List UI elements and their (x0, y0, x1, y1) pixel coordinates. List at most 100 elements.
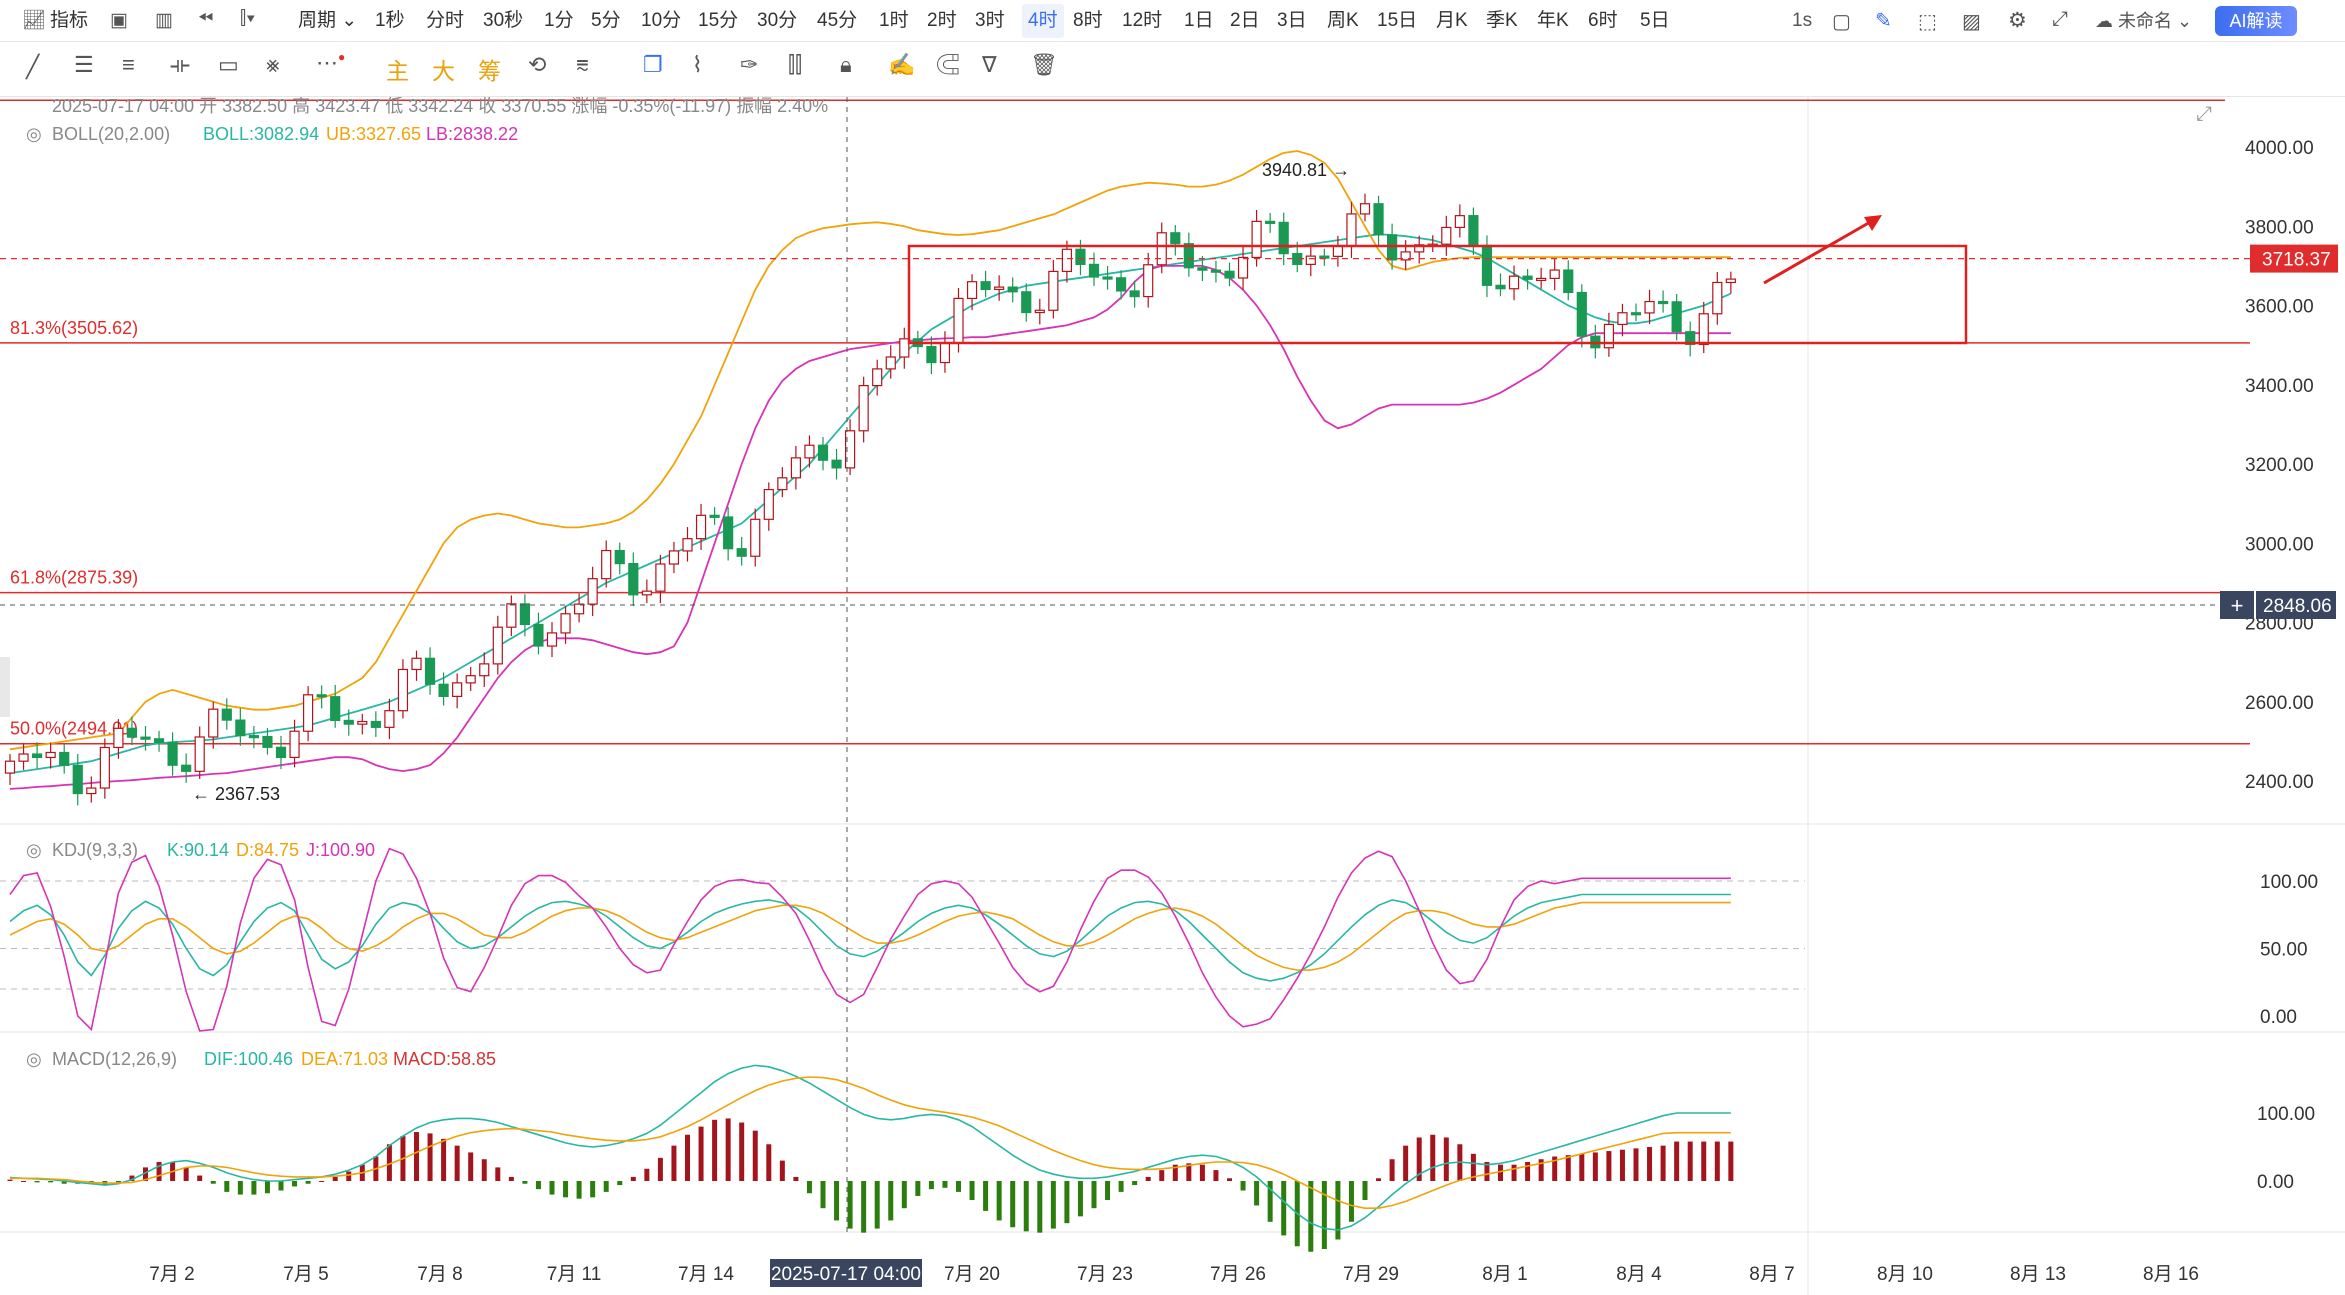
macd-histogram-bar (915, 1181, 921, 1196)
boll-ub-line (9, 150, 1731, 751)
notes-icon[interactable]: ✍ (888, 52, 916, 77)
candle-body (1576, 291, 1587, 337)
indicator-icon[interactable]: 📈︎ (22, 10, 47, 31)
candle-body (601, 549, 612, 580)
macd-name[interactable]: MACD(12,26,9) (52, 1049, 177, 1069)
period-11[interactable]: 3时 (975, 10, 1005, 31)
eye-icon[interactable]: ◎ (26, 124, 42, 144)
more-tools-icon[interactable]: ⋯● (316, 50, 346, 75)
candle-body (1644, 300, 1655, 314)
macd-histogram-bar (1050, 1181, 1056, 1229)
period-8[interactable]: 45分 (817, 10, 858, 31)
period-6[interactable]: 15分 (698, 10, 739, 31)
filter-icon[interactable]: ∇ (982, 52, 997, 77)
pencil-icon[interactable]: ✎ (1875, 10, 1892, 32)
measure-icon[interactable]: ⩳ (576, 52, 589, 77)
boll-name[interactable]: BOLL(20,2.00) (52, 124, 170, 144)
image-save-icon[interactable]: ▨ (1962, 11, 1981, 33)
period-13[interactable]: 8时 (1073, 10, 1103, 31)
macd-y-tick-label: 0.00 (2257, 1172, 2294, 1193)
period-dropdown[interactable]: 周期 ⌄ (298, 0, 357, 42)
period-16[interactable]: 2日 (1230, 10, 1260, 31)
candle-body (533, 623, 544, 647)
period-17[interactable]: 3日 (1277, 10, 1307, 31)
camera-icon[interactable]: ▢ (1832, 11, 1851, 33)
refresh-rate[interactable]: 1s (1792, 10, 1813, 31)
period-24[interactable]: 5日 (1640, 10, 1670, 31)
candle-body (181, 764, 192, 772)
period-2[interactable]: 30秒 (483, 10, 524, 31)
fullscreen-window-icon[interactable]: ⬚ (1918, 11, 1937, 33)
layout-selector[interactable]: ☁︎ 未命名 ⌄ (2095, 0, 2192, 42)
kdj-name[interactable]: KDJ(9,3,3) (52, 840, 138, 860)
horizontal-ray-icon[interactable]: ⟛ (170, 52, 190, 77)
calendar-icon[interactable]: ▣ (110, 10, 128, 31)
chart-type-icon[interactable]: ⫿▾ (240, 8, 256, 29)
candle-body (1034, 309, 1045, 314)
parallel-lines-icon[interactable]: ☰ (74, 52, 94, 77)
candle-body (1143, 264, 1154, 298)
chart-area[interactable]: 81.3%(3505.62) 61.8%(2875.39) 50.0%(2494.0… (0, 97, 2345, 1295)
trend-line-icon[interactable]: ╱ (26, 54, 40, 79)
layout-icon[interactable]: ▥ (155, 10, 173, 31)
candle-body (208, 708, 219, 738)
large-order-toggle[interactable]: 大 (432, 58, 455, 84)
period-10[interactable]: 2时 (927, 10, 957, 31)
boll-mid-value: BOLL:3082.94 (203, 124, 319, 144)
period-22[interactable]: 年K (1537, 10, 1569, 31)
period-3[interactable]: 1分 (544, 10, 574, 31)
eye-icon[interactable]: ◎ (26, 1049, 42, 1069)
period-21[interactable]: 季K (1486, 10, 1518, 31)
lock-icon[interactable]: 🔒︎ (840, 52, 852, 77)
macd-histogram-bar (1470, 1153, 1476, 1181)
macd-histogram-bar (346, 1171, 352, 1181)
horizontal-lines-icon[interactable]: ≡ (122, 52, 135, 77)
fib-level-label: 81.3%(3505.62) (10, 318, 138, 338)
candle-body (1712, 281, 1723, 315)
period-14[interactable]: 12时 (1122, 10, 1163, 31)
period-23[interactable]: 6时 (1588, 10, 1618, 31)
candle-body (953, 297, 964, 344)
expand-icon[interactable]: ⤢ (2052, 8, 2068, 30)
candle-body (1278, 221, 1289, 255)
trend-arrow-line (1763, 219, 1873, 285)
period-4[interactable]: 5分 (591, 10, 621, 31)
candles-icon[interactable]: ⫿⫿ (788, 52, 803, 77)
brush-icon[interactable]: ✑ (740, 52, 759, 77)
macd-histogram-bar (61, 1181, 67, 1184)
macd-histogram-bar (1660, 1145, 1666, 1181)
indicators-button[interactable]: 指标 (50, 10, 89, 31)
period-9[interactable]: 1时 (879, 10, 909, 31)
magnet-icon[interactable]: 🧲︎ (934, 52, 962, 77)
candle-body (723, 516, 734, 550)
copy-icon[interactable]: ❐ (643, 52, 663, 77)
replace-icon[interactable]: ⟲ (528, 52, 547, 77)
macd-histogram-bar (617, 1181, 623, 1186)
macd-histogram-bar (1145, 1176, 1151, 1181)
trash-icon[interactable]: 🗑︎ (1030, 52, 1058, 77)
eye-icon[interactable]: ◎ (26, 840, 42, 860)
chips-toggle[interactable]: 筹 (478, 58, 501, 84)
period-12[interactable]: 4时 (1022, 4, 1064, 38)
macd-histogram-bar (1430, 1134, 1436, 1181)
period-7[interactable]: 30分 (757, 10, 798, 31)
period-1[interactable]: 分时 (426, 10, 465, 31)
rewind-icon[interactable]: ⏪︎ (198, 8, 214, 29)
settings-icon[interactable]: ⚙ (2008, 9, 2027, 32)
candle-body (1007, 286, 1018, 293)
ruler-icon[interactable]: ⌇ (692, 52, 703, 77)
main-chart-toggle[interactable]: 主 (386, 58, 409, 84)
period-0[interactable]: 1秒 (375, 10, 405, 31)
candle-body (1129, 290, 1140, 298)
period-19[interactable]: 15日 (1377, 10, 1418, 31)
range-box (907, 244, 1968, 345)
ai-interpret-button[interactable]: AI解读 (2215, 6, 2297, 36)
candle-body (438, 683, 449, 697)
period-18[interactable]: 周K (1327, 10, 1359, 31)
period-20[interactable]: 月K (1436, 10, 1468, 31)
period-5[interactable]: 10分 (641, 10, 682, 31)
fibonacci-icon[interactable]: ⨳ (266, 52, 280, 77)
candle-body (86, 787, 97, 795)
period-15[interactable]: 1日 (1184, 10, 1214, 31)
rectangle-icon[interactable]: ▭ (218, 52, 239, 77)
